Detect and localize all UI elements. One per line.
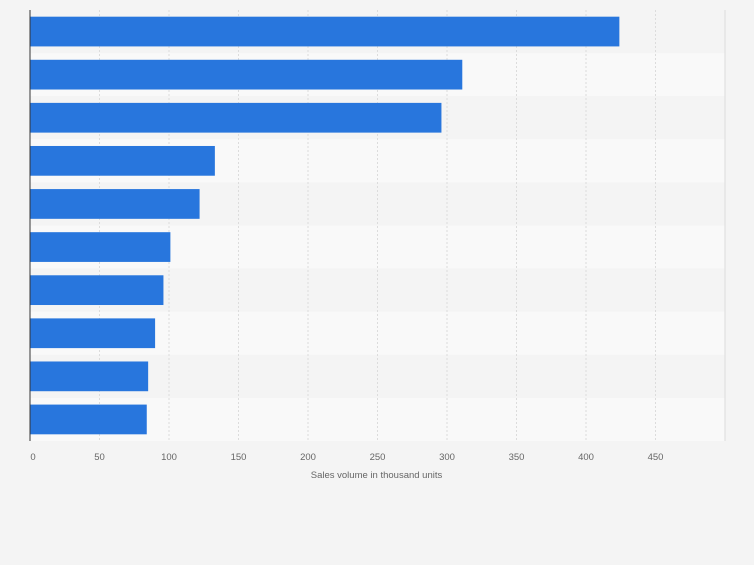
x-tick-label: 0 [30, 452, 35, 463]
x-tick-label: 300 [439, 452, 455, 463]
gridlines [99, 10, 726, 441]
bar[interactable] [30, 318, 156, 349]
x-tick-label: 450 [648, 452, 664, 463]
x-tick-label: 250 [370, 452, 386, 463]
x-tick-label: 50 [94, 452, 105, 463]
bar[interactable] [30, 16, 620, 47]
bar[interactable] [30, 102, 442, 133]
bar[interactable] [30, 189, 200, 219]
x-tick-label: 350 [509, 452, 525, 463]
bars [30, 16, 620, 435]
bar[interactable] [30, 59, 463, 90]
bar[interactable] [30, 232, 171, 262]
bar[interactable] [30, 361, 149, 392]
bar[interactable] [30, 404, 147, 435]
x-tick-label: 150 [231, 452, 247, 463]
x-axis-label: Sales volume in thousand units [311, 470, 443, 481]
bar[interactable] [30, 145, 215, 176]
x-tick-label: 400 [578, 452, 594, 463]
x-axis-ticks: 0 50 100 150 200 250 300 350 400 450 [30, 452, 663, 463]
bar[interactable] [30, 275, 164, 306]
x-tick-label: 100 [161, 452, 177, 463]
x-tick-label: 200 [300, 452, 316, 463]
